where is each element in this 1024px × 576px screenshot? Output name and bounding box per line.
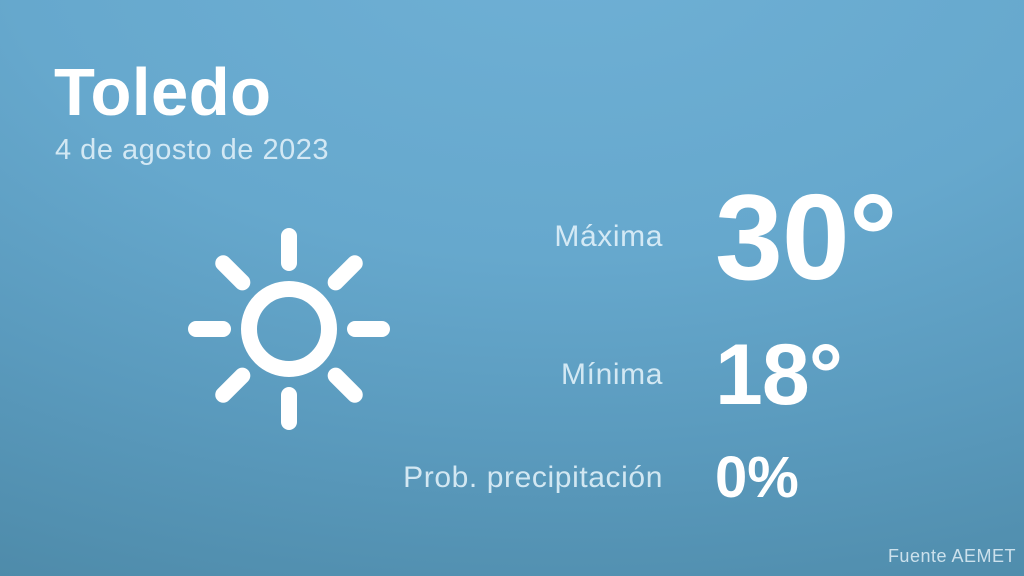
precipitation-label: Prob. precipitación bbox=[403, 461, 663, 494]
source-credit: Fuente AEMET bbox=[887, 546, 1016, 566]
minima-label: Mínima bbox=[561, 358, 663, 391]
date-subtitle: 4 de agosto de 2023 bbox=[55, 134, 329, 167]
sun-icon bbox=[184, 224, 394, 434]
maxima-label: Máxima bbox=[554, 220, 663, 253]
stat-row-minima: Mínima 18° bbox=[300, 332, 1024, 418]
stat-row-maxima: Máxima 30° bbox=[300, 176, 1024, 298]
maxima-value: 30° bbox=[715, 169, 897, 305]
minima-value: 18° bbox=[715, 327, 843, 423]
city-title: Toledo bbox=[54, 55, 272, 130]
title-block: Toledo 4 de agosto de 2023 bbox=[54, 55, 329, 167]
stat-row-precipitation: Prob. precipitación 0% bbox=[300, 449, 1024, 507]
precipitation-value: 0% bbox=[715, 445, 799, 510]
